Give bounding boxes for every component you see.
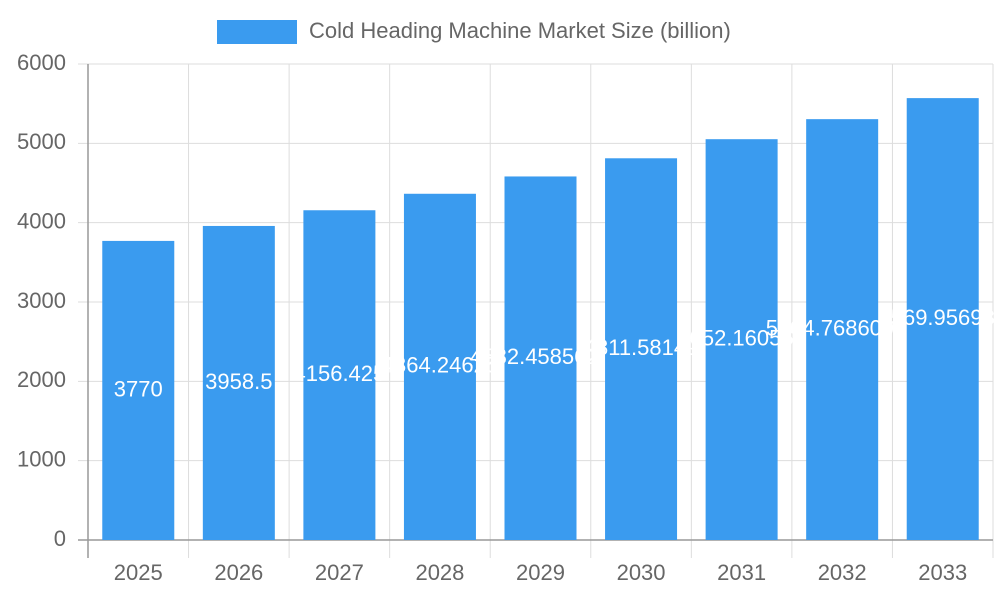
x-tick-label: 2026 [214,560,263,585]
value-label: 3770 [114,376,163,401]
y-tick-label: 0 [54,526,66,551]
bar [806,119,879,540]
value-label: 4811.58149 [584,335,699,360]
legend-label: Cold Heading Machine Market Size (billio… [309,18,731,43]
bar [102,240,175,540]
x-tick-label: 2025 [114,560,163,585]
bar [403,193,476,541]
value-label: 4364.24625 [382,353,498,378]
bar [504,176,577,540]
x-tick-label: 2031 [717,560,766,585]
x-tick-label: 2033 [918,560,967,585]
y-tick-label: 5000 [17,129,66,154]
bar [202,225,275,541]
y-tick-label: 4000 [17,208,66,233]
bar [303,210,376,540]
x-tick-label: 2028 [415,560,464,585]
x-tick-label: 2032 [818,560,867,585]
y-tick-label: 2000 [17,367,66,392]
x-tick-label: 2029 [516,560,565,585]
y-tick-label: 1000 [17,446,66,471]
legend-swatch [217,20,297,44]
bar [906,98,979,540]
y-tick-label: 3000 [17,288,66,313]
x-tick-label: 2027 [315,560,364,585]
value-label: 5304.76860975 [766,315,919,340]
value-label: 5052.160565 [677,325,805,350]
bar [605,158,678,541]
x-tick-label: 2030 [617,560,666,585]
value-label: 4582.4585625 [470,344,611,369]
y-tick-label: 6000 [17,50,66,75]
value-label: 3958.5 [205,369,272,394]
value-label: 4156.425 [294,361,386,386]
value-label: 5569.956983 [878,305,1000,330]
bar [705,139,778,541]
